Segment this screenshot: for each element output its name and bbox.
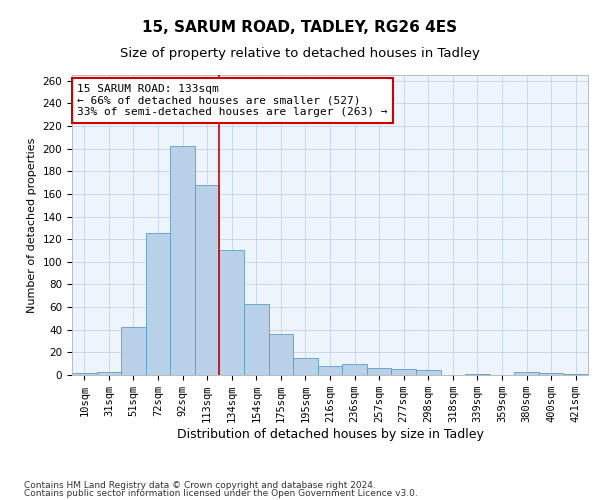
Bar bbox=[563, 374, 588, 375]
Bar bbox=[97, 372, 121, 375]
Bar bbox=[342, 364, 367, 375]
Text: Contains public sector information licensed under the Open Government Licence v3: Contains public sector information licen… bbox=[24, 489, 418, 498]
Text: Contains HM Land Registry data © Crown copyright and database right 2024.: Contains HM Land Registry data © Crown c… bbox=[24, 480, 376, 490]
Bar bbox=[514, 372, 539, 375]
Bar bbox=[293, 358, 318, 375]
Bar bbox=[72, 372, 97, 375]
Bar bbox=[269, 334, 293, 375]
Bar bbox=[170, 146, 195, 375]
Bar bbox=[539, 372, 563, 375]
Bar bbox=[465, 374, 490, 375]
Text: Size of property relative to detached houses in Tadley: Size of property relative to detached ho… bbox=[120, 48, 480, 60]
Y-axis label: Number of detached properties: Number of detached properties bbox=[27, 138, 37, 312]
Bar bbox=[318, 366, 342, 375]
Bar bbox=[391, 370, 416, 375]
Bar bbox=[121, 328, 146, 375]
X-axis label: Distribution of detached houses by size in Tadley: Distribution of detached houses by size … bbox=[176, 428, 484, 441]
Bar bbox=[220, 250, 244, 375]
Bar bbox=[195, 185, 220, 375]
Bar bbox=[146, 234, 170, 375]
Bar bbox=[416, 370, 440, 375]
Bar bbox=[244, 304, 269, 375]
Text: 15, SARUM ROAD, TADLEY, RG26 4ES: 15, SARUM ROAD, TADLEY, RG26 4ES bbox=[142, 20, 458, 35]
Bar bbox=[367, 368, 391, 375]
Text: 15 SARUM ROAD: 133sqm
← 66% of detached houses are smaller (527)
33% of semi-det: 15 SARUM ROAD: 133sqm ← 66% of detached … bbox=[77, 84, 388, 117]
